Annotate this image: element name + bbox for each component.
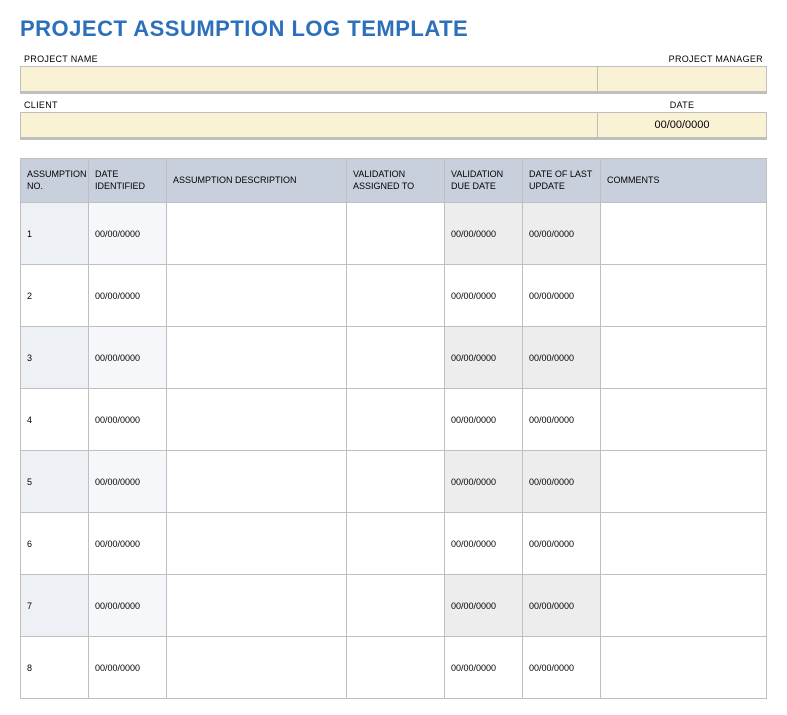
cell-comments[interactable] [601,513,767,575]
table-row: 100/00/000000/00/000000/00/0000 [21,203,767,265]
cell-description[interactable] [167,389,347,451]
cell-comments[interactable] [601,265,767,327]
table-row: 500/00/000000/00/000000/00/0000 [21,451,767,513]
project-name-label: PROJECT NAME [20,52,597,66]
project-manager-field[interactable] [597,66,767,94]
date-label: DATE [597,98,767,112]
cell-last_update[interactable]: 00/00/0000 [523,637,601,699]
cell-assigned_to[interactable] [347,637,445,699]
cell-description[interactable] [167,327,347,389]
cell-last_update[interactable]: 00/00/0000 [523,327,601,389]
cell-comments[interactable] [601,637,767,699]
cell-date_identified[interactable]: 00/00/0000 [89,637,167,699]
cell-date_identified[interactable]: 00/00/0000 [89,327,167,389]
cell-comments[interactable] [601,327,767,389]
cell-no[interactable]: 7 [21,575,89,637]
cell-description[interactable] [167,265,347,327]
cell-last_update[interactable]: 00/00/0000 [523,513,601,575]
meta-block-1: PROJECT NAME PROJECT MANAGER [20,52,767,94]
cell-date_identified[interactable]: 00/00/0000 [89,513,167,575]
col-header-last-update: DATE OF LAST UPDATE [523,159,601,203]
cell-assigned_to[interactable] [347,451,445,513]
client-field[interactable] [20,112,597,140]
cell-date_identified[interactable]: 00/00/0000 [89,389,167,451]
cell-description[interactable] [167,203,347,265]
cell-due_date[interactable]: 00/00/0000 [445,203,523,265]
cell-last_update[interactable]: 00/00/0000 [523,265,601,327]
cell-assigned_to[interactable] [347,389,445,451]
cell-due_date[interactable]: 00/00/0000 [445,451,523,513]
cell-last_update[interactable]: 00/00/0000 [523,575,601,637]
cell-assigned_to[interactable] [347,513,445,575]
cell-last_update[interactable]: 00/00/0000 [523,451,601,513]
table-row: 800/00/000000/00/000000/00/0000 [21,637,767,699]
cell-no[interactable]: 8 [21,637,89,699]
cell-no[interactable]: 1 [21,203,89,265]
client-label: CLIENT [20,98,597,112]
cell-due_date[interactable]: 00/00/0000 [445,637,523,699]
table-header-row: ASSUMPTION NO. DATE IDENTIFIED ASSUMPTIO… [21,159,767,203]
cell-due_date[interactable]: 00/00/0000 [445,513,523,575]
cell-date_identified[interactable]: 00/00/0000 [89,203,167,265]
meta-block-2: CLIENT DATE 00/00/0000 [20,98,767,140]
table-row: 400/00/000000/00/000000/00/0000 [21,389,767,451]
cell-no[interactable]: 2 [21,265,89,327]
col-header-assigned-to: VALIDATION ASSIGNED TO [347,159,445,203]
cell-due_date[interactable]: 00/00/0000 [445,327,523,389]
cell-due_date[interactable]: 00/00/0000 [445,389,523,451]
cell-no[interactable]: 4 [21,389,89,451]
table-row: 700/00/000000/00/000000/00/0000 [21,575,767,637]
cell-no[interactable]: 3 [21,327,89,389]
cell-description[interactable] [167,637,347,699]
cell-description[interactable] [167,575,347,637]
page-title: PROJECT ASSUMPTION LOG TEMPLATE [20,16,767,42]
cell-due_date[interactable]: 00/00/0000 [445,265,523,327]
cell-assigned_to[interactable] [347,203,445,265]
project-manager-label: PROJECT MANAGER [597,52,767,66]
cell-assigned_to[interactable] [347,265,445,327]
col-header-description: ASSUMPTION DESCRIPTION [167,159,347,203]
cell-due_date[interactable]: 00/00/0000 [445,575,523,637]
assumption-log-table: ASSUMPTION NO. DATE IDENTIFIED ASSUMPTIO… [20,158,767,699]
cell-last_update[interactable]: 00/00/0000 [523,203,601,265]
cell-comments[interactable] [601,575,767,637]
col-header-date-identified: DATE IDENTIFIED [89,159,167,203]
cell-comments[interactable] [601,389,767,451]
date-field[interactable]: 00/00/0000 [597,112,767,140]
cell-comments[interactable] [601,203,767,265]
cell-description[interactable] [167,513,347,575]
cell-assigned_to[interactable] [347,575,445,637]
cell-no[interactable]: 5 [21,451,89,513]
cell-comments[interactable] [601,451,767,513]
cell-date_identified[interactable]: 00/00/0000 [89,575,167,637]
project-name-field[interactable] [20,66,597,94]
table-row: 300/00/000000/00/000000/00/0000 [21,327,767,389]
cell-description[interactable] [167,451,347,513]
col-header-comments: COMMENTS [601,159,767,203]
cell-date_identified[interactable]: 00/00/0000 [89,265,167,327]
col-header-due-date: VALIDATION DUE DATE [445,159,523,203]
table-row: 200/00/000000/00/000000/00/0000 [21,265,767,327]
cell-date_identified[interactable]: 00/00/0000 [89,451,167,513]
cell-assigned_to[interactable] [347,327,445,389]
cell-last_update[interactable]: 00/00/0000 [523,389,601,451]
table-row: 600/00/000000/00/000000/00/0000 [21,513,767,575]
col-header-no: ASSUMPTION NO. [21,159,89,203]
cell-no[interactable]: 6 [21,513,89,575]
